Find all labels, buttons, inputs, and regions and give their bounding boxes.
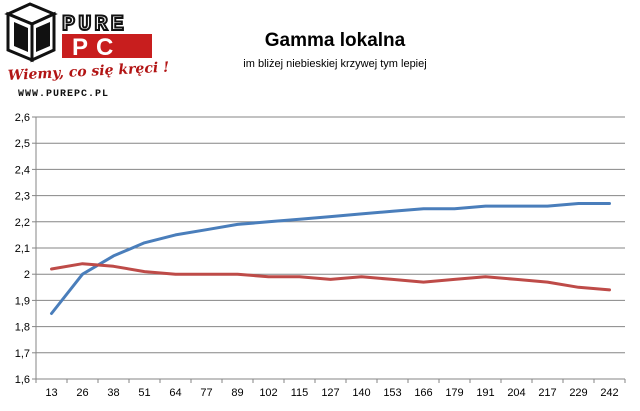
- y-tick-label: 1,6: [15, 374, 30, 386]
- x-tick-label: 229: [569, 387, 587, 399]
- chart-subtitle: im bliżej niebieskiej krzywej tym lepiej: [243, 58, 427, 70]
- x-tick-label: 191: [476, 387, 494, 399]
- x-tick-label: 13: [45, 387, 57, 399]
- y-tick-label: 2,6: [15, 112, 30, 124]
- x-tick-label: 217: [538, 387, 556, 399]
- x-tick-label: 102: [259, 387, 277, 399]
- x-tick-label: 242: [600, 387, 618, 399]
- y-axis-ticks: 1,6 1,7 1,8 1,9 2 2,1 2,2 2,3 2,4 2,5 2,6: [15, 112, 36, 386]
- series-lines: [50, 202, 611, 315]
- x-tick-label: 77: [200, 387, 212, 399]
- logo-brand-bottom: PC: [72, 34, 121, 61]
- cube-icon: [4, 2, 58, 63]
- purepc-logo: PURE PC Wiemy, co się kręci ! WWW.PUREPC…: [4, 2, 170, 100]
- y-tick-label: 1,8: [15, 322, 30, 334]
- y-tick-label: 2,3: [15, 191, 30, 203]
- x-tick-label: 179: [445, 387, 463, 399]
- y-tick-label: 2,2: [15, 217, 30, 229]
- x-tick-label: 51: [138, 387, 150, 399]
- x-tick-label: 204: [507, 387, 525, 399]
- y-tick-label: 2,1: [15, 243, 30, 255]
- x-tick-label: 89: [231, 387, 243, 399]
- y-tick-label: 1,9: [15, 295, 30, 307]
- y-tick-label: 1,7: [15, 348, 30, 360]
- gridlines: [36, 116, 625, 354]
- x-axis-ticks: 13 26 38 51 64 77 89 102 115 127 140 153 166 179 191 20…: [35, 379, 626, 399]
- series-1-line: [50, 202, 611, 315]
- x-tick-label: 26: [76, 387, 88, 399]
- chart-title: Gamma lokalna: [264, 30, 406, 51]
- x-tick-label: 153: [383, 387, 401, 399]
- logo-brand-top: PURE: [62, 12, 127, 37]
- series-2-line: [50, 262, 611, 292]
- x-tick-label: 166: [414, 387, 432, 399]
- y-tick-label: 2,4: [15, 164, 30, 176]
- x-tick-label: 38: [107, 387, 119, 399]
- x-tick-label: 115: [291, 387, 309, 399]
- x-tick-label: 64: [169, 387, 181, 399]
- y-tick-label: 2,5: [15, 138, 30, 150]
- x-tick-label: 127: [321, 387, 339, 399]
- x-tick-label: 140: [352, 387, 370, 399]
- y-tick-label: 2: [24, 269, 30, 281]
- logo-url: WWW.PUREPC.PL: [18, 89, 109, 100]
